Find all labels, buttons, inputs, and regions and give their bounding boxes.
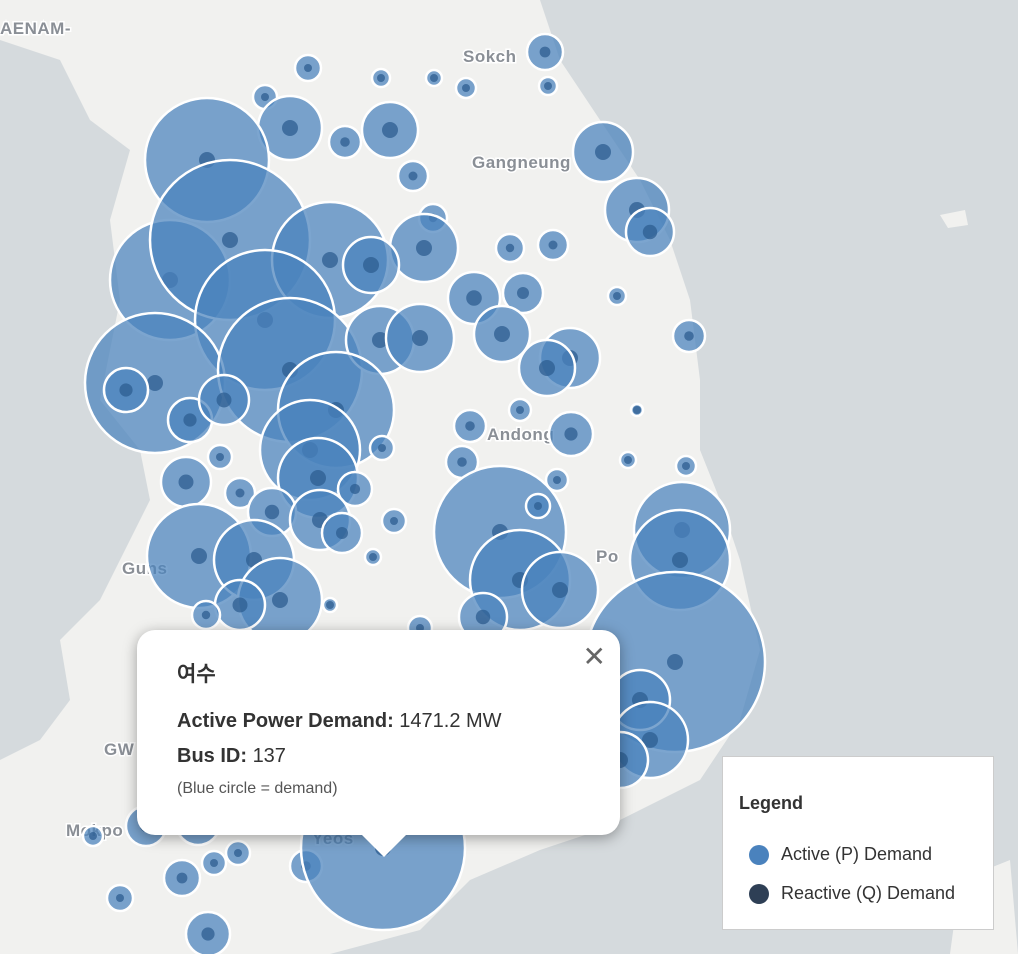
reactive-dot (494, 326, 510, 342)
place-label: AENAM- (0, 19, 71, 38)
reactive-dot (310, 470, 326, 486)
reactive-dot (340, 137, 350, 147)
island (940, 210, 968, 228)
reactive-dot (595, 144, 611, 160)
reactive-dot (119, 383, 133, 397)
reactive-dot (222, 232, 238, 248)
reactive-dot (282, 120, 298, 136)
reactive-dot (475, 609, 491, 625)
reactive-dot (89, 832, 97, 840)
field-value: 137 (252, 745, 286, 767)
reactive-dot (564, 427, 578, 441)
legend-swatch (749, 883, 769, 904)
reactive-dot (682, 462, 690, 470)
legend-swatch (749, 844, 769, 865)
reactive-dot (336, 527, 348, 539)
field-value: 1471.2 MW (399, 710, 502, 732)
reactive-dot (539, 360, 555, 376)
reactive-dot (116, 894, 124, 902)
reactive-dot (272, 592, 288, 608)
legend-items: Active (P) Demand Reactive (Q) Demand (739, 844, 977, 904)
close-button[interactable]: ✕ (582, 641, 606, 672)
reactive-dot (544, 82, 552, 90)
popup-tip (362, 835, 406, 857)
reactive-dot (349, 483, 361, 495)
field-label: Active Power Demand: (177, 710, 394, 732)
reactive-dot (369, 553, 377, 561)
legend: Legend Active (P) Demand Reactive (Q) Dem… (722, 756, 994, 930)
reactive-dot (378, 444, 386, 452)
reactive-dot (304, 64, 312, 72)
reactive-dot (416, 240, 432, 256)
reactive-dot (264, 504, 280, 520)
reactive-dot (191, 548, 207, 564)
reactive-dot (377, 74, 385, 82)
reactive-dot (534, 502, 542, 510)
reactive-dot (684, 331, 694, 341)
reactive-dot (667, 654, 683, 670)
place-label: Po (596, 547, 619, 566)
reactive-dot (412, 330, 428, 346)
popup-field: Bus ID: 137 (177, 745, 580, 768)
reactive-dot (633, 406, 641, 414)
field-label: Bus ID: (177, 745, 247, 767)
popup-field: Active Power Demand: 1471.2 MW (177, 710, 580, 733)
legend-item: Active (P) Demand (739, 844, 977, 865)
reactive-dot (408, 171, 418, 181)
reactive-dot (363, 257, 379, 273)
legend-label: Reactive (Q) Demand (781, 883, 956, 903)
reactive-dot (201, 927, 215, 941)
place-label: Gangneung (472, 153, 571, 172)
reactive-dot (235, 488, 245, 498)
reactive-dot (553, 476, 561, 484)
popup-note: (Blue circle = demand) (177, 780, 338, 797)
reactive-dot (548, 240, 558, 250)
legend-label: Active (P) Demand (781, 844, 933, 864)
place-label: Sokch (463, 47, 517, 66)
reactive-dot (505, 243, 515, 253)
reactive-dot (552, 582, 568, 598)
legend-title: Legend (739, 793, 804, 813)
reactive-dot (672, 552, 688, 568)
reactive-dot (430, 74, 438, 82)
popup-title: 여수 (177, 663, 216, 686)
reactive-dot (183, 413, 197, 427)
reactive-dot (613, 292, 621, 300)
reactive-dot (372, 332, 388, 348)
reactive-dot (326, 601, 334, 609)
legend-item: Reactive (Q) Demand (739, 883, 977, 904)
reactive-dot (216, 453, 224, 461)
reactive-dot (147, 375, 163, 391)
reactive-dot (466, 290, 482, 306)
reactive-dot (178, 474, 194, 490)
reactive-dot (210, 859, 218, 867)
place-label: Andong (487, 425, 554, 444)
place-label: GW (104, 740, 135, 759)
reactive-dot (201, 610, 211, 620)
reactive-dot (517, 287, 529, 299)
reactive-dot (642, 224, 658, 240)
reactive-dot (539, 46, 551, 58)
reactive-dot (232, 597, 248, 613)
reactive-dot (624, 456, 632, 464)
reactive-dot (216, 392, 232, 408)
reactive-dot (516, 406, 524, 414)
reactive-dot (176, 872, 188, 884)
reactive-dot (234, 849, 242, 857)
reactive-dot (390, 517, 398, 525)
popup: ✕ 여수 Active Power Demand: 1471.2 MW Bus … (137, 630, 620, 857)
reactive-dot (457, 457, 467, 467)
reactive-dot (462, 84, 470, 92)
reactive-dot (642, 732, 658, 748)
reactive-dot (322, 252, 338, 268)
reactive-dot (382, 122, 398, 138)
reactive-dot (261, 93, 269, 101)
reactive-dot (465, 421, 475, 431)
